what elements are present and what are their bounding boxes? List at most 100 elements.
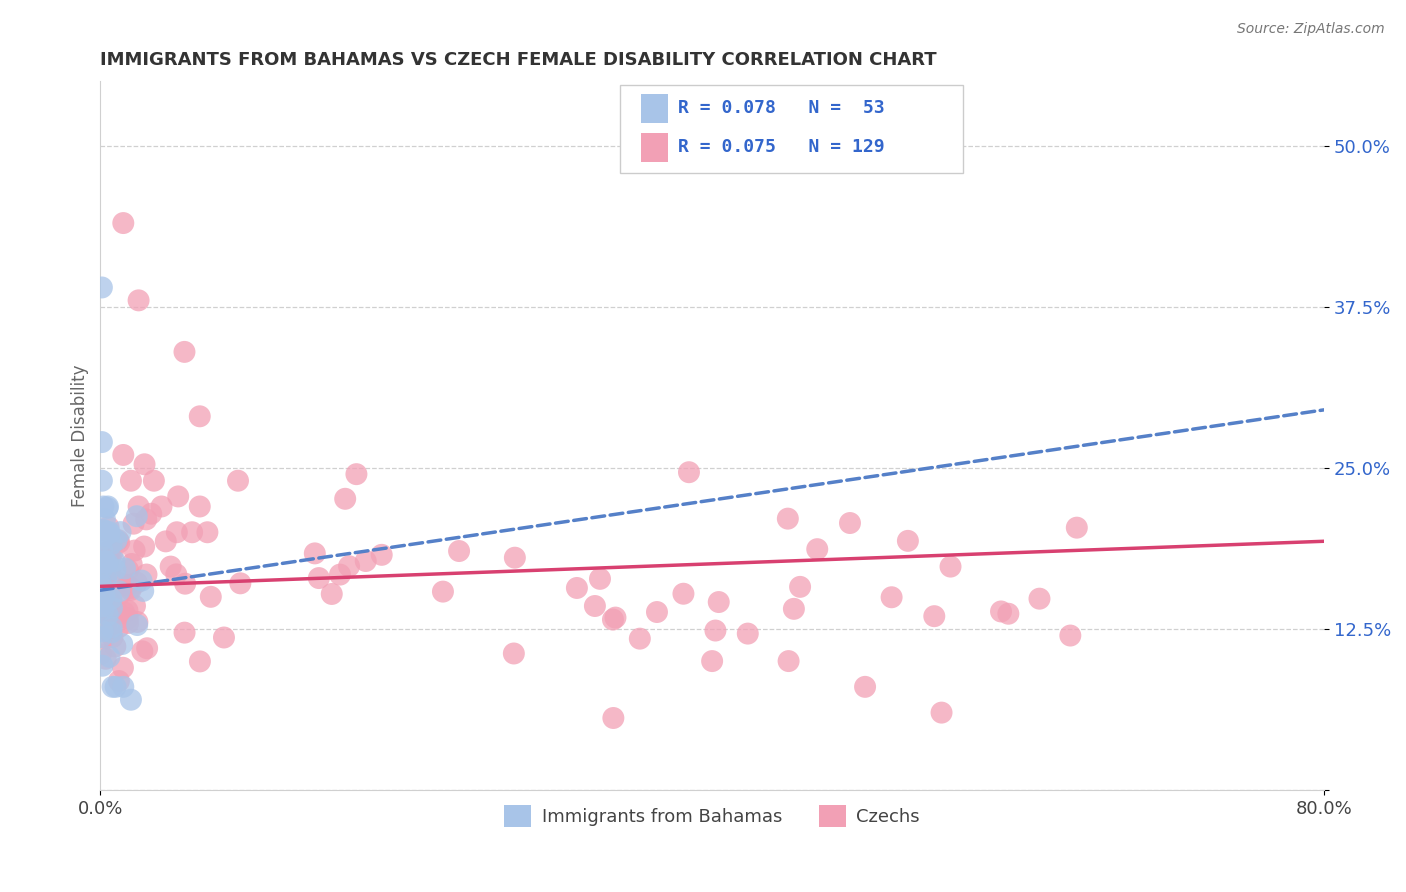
Point	[101, 620, 124, 634]
Point	[98, 649, 121, 664]
Point	[112, 216, 135, 230]
Point	[112, 448, 135, 462]
Point	[110, 525, 132, 540]
FancyBboxPatch shape	[620, 85, 963, 173]
Point	[174, 576, 197, 591]
Point	[93, 500, 115, 514]
Point	[90, 474, 112, 488]
Point	[94, 652, 117, 666]
Point	[502, 647, 524, 661]
Point	[783, 602, 806, 616]
Point	[142, 474, 165, 488]
Point	[108, 535, 131, 549]
Point	[112, 606, 135, 620]
Point	[108, 584, 131, 599]
Point	[90, 575, 112, 590]
Point	[605, 610, 627, 624]
Point	[96, 556, 118, 570]
Point	[124, 599, 146, 613]
Point	[897, 533, 920, 548]
Point	[91, 658, 114, 673]
Point	[94, 512, 117, 526]
Point	[672, 587, 695, 601]
Point	[370, 548, 392, 562]
Point	[229, 576, 252, 591]
Point	[131, 574, 153, 588]
Point	[101, 545, 124, 559]
Point	[329, 567, 352, 582]
Point	[91, 624, 114, 639]
Point	[583, 599, 606, 613]
Point	[173, 625, 195, 640]
Point	[97, 555, 120, 569]
Point	[707, 595, 730, 609]
Point	[188, 655, 211, 669]
Point	[432, 584, 454, 599]
Point	[346, 467, 368, 482]
Text: IMMIGRANTS FROM BAHAMAS VS CZECH FEMALE DISABILITY CORRELATION CHART: IMMIGRANTS FROM BAHAMAS VS CZECH FEMALE …	[100, 51, 936, 69]
Point	[94, 571, 117, 585]
Point	[778, 654, 800, 668]
Point	[90, 599, 112, 614]
Point	[565, 581, 588, 595]
Point	[628, 632, 651, 646]
Point	[90, 586, 112, 600]
Point	[91, 591, 114, 606]
Point	[122, 516, 145, 531]
Point	[96, 622, 118, 636]
Point	[700, 654, 723, 668]
Text: R = 0.075   N = 129: R = 0.075 N = 129	[678, 138, 884, 156]
Point	[127, 618, 149, 632]
Point	[94, 555, 117, 569]
Point	[103, 554, 125, 568]
Point	[128, 500, 150, 514]
Point	[776, 511, 799, 525]
Point	[188, 409, 211, 424]
Point	[117, 563, 139, 577]
Point	[165, 567, 187, 582]
Point	[98, 550, 121, 565]
Point	[104, 680, 127, 694]
Point	[880, 591, 903, 605]
Point	[111, 661, 134, 675]
Point	[939, 559, 962, 574]
Point	[321, 587, 343, 601]
Point	[98, 525, 121, 540]
Point	[155, 534, 177, 549]
Point	[1028, 591, 1050, 606]
Point	[737, 626, 759, 640]
Point	[125, 575, 148, 590]
Point	[924, 609, 946, 624]
Point	[226, 474, 249, 488]
Point	[121, 557, 143, 571]
Point	[93, 524, 115, 538]
Point	[101, 680, 124, 694]
Point	[98, 526, 121, 541]
Y-axis label: Female Disability: Female Disability	[72, 364, 89, 507]
Point	[167, 490, 190, 504]
Point	[98, 609, 121, 624]
Point	[94, 603, 117, 617]
Point	[839, 516, 862, 530]
Point	[114, 561, 136, 575]
Point	[645, 605, 668, 619]
Point	[108, 620, 131, 634]
Point	[134, 540, 156, 554]
Point	[104, 563, 127, 577]
Point	[127, 615, 149, 629]
Point	[100, 537, 122, 551]
Point	[90, 579, 112, 593]
Point	[166, 525, 188, 540]
Point	[136, 641, 159, 656]
Point	[120, 581, 142, 595]
Point	[602, 613, 624, 627]
Point	[132, 583, 155, 598]
Point	[96, 544, 118, 558]
Point	[93, 631, 115, 645]
Point	[101, 630, 124, 644]
Point	[337, 559, 360, 574]
Point	[997, 607, 1019, 621]
Point	[91, 561, 114, 575]
Point	[100, 625, 122, 640]
Point	[91, 542, 114, 557]
